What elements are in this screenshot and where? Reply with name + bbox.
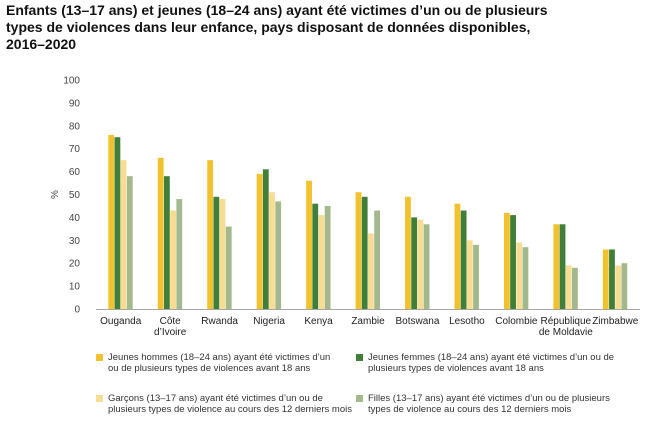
x-tick-label: Ouganda bbox=[100, 316, 142, 327]
bar-4 bbox=[324, 205, 331, 309]
bar-1 bbox=[454, 203, 461, 309]
bar-2 bbox=[411, 217, 418, 309]
chart-title-line-1: Enfants (13–17 ans) et jeunes (18–24 ans… bbox=[6, 2, 548, 18]
x-tick-label: Botswana bbox=[395, 316, 439, 327]
bar-3 bbox=[120, 160, 127, 309]
bar-1 bbox=[256, 173, 263, 309]
bar-2 bbox=[361, 196, 368, 309]
chart-title: Enfants (13–17 ans) et jeunes (18–24 ans… bbox=[6, 2, 646, 53]
bar-2 bbox=[114, 137, 121, 309]
x-tick-label: Nigeria bbox=[253, 316, 285, 327]
bar-3 bbox=[269, 192, 275, 309]
x-tick-label: Kenya bbox=[304, 316, 333, 327]
y-tick-label: 50 bbox=[69, 190, 81, 201]
bar-1 bbox=[355, 192, 362, 309]
bar-3 bbox=[615, 265, 622, 309]
bar-4 bbox=[572, 267, 578, 309]
x-tick-label: Côte bbox=[160, 316, 182, 327]
bar-3 bbox=[368, 233, 374, 309]
bar-4 bbox=[473, 244, 479, 309]
x-tick-label: Rwanda bbox=[201, 316, 238, 327]
bar-4 bbox=[176, 199, 183, 309]
bar-3 bbox=[219, 199, 226, 309]
bar-3 bbox=[417, 219, 424, 309]
y-tick-label: 90 bbox=[69, 98, 81, 109]
bar-4 bbox=[374, 210, 380, 309]
x-tick-label: Zambie bbox=[351, 316, 385, 327]
bar-1 bbox=[306, 180, 312, 309]
legend-swatch bbox=[96, 395, 103, 402]
bar-3 bbox=[170, 210, 176, 309]
bar-3 bbox=[565, 265, 572, 309]
bar-2 bbox=[510, 215, 516, 309]
bar-1 bbox=[602, 249, 609, 309]
x-tick-label: Zimbabwe bbox=[592, 316, 639, 327]
x-tick-label: République bbox=[541, 316, 592, 327]
y-tick-label: 10 bbox=[69, 282, 81, 293]
legend-label: Jeunes femmes (18–24 ans) ayant été vict… bbox=[368, 352, 615, 374]
bar-1 bbox=[553, 224, 560, 309]
chart-title-line-2: types de violences dans leur enfance, pa… bbox=[6, 19, 531, 35]
legend-label: Filles (13–17 ans) ayant été victimes d’… bbox=[368, 393, 610, 415]
bar-4 bbox=[126, 176, 133, 309]
bar-4 bbox=[225, 226, 232, 309]
bar-2 bbox=[213, 196, 220, 309]
legend-swatch bbox=[356, 395, 363, 402]
chart-title-line-3: 2016–2020 bbox=[6, 36, 77, 52]
bar-3 bbox=[516, 242, 523, 309]
bar-2 bbox=[312, 203, 319, 309]
bar-2 bbox=[609, 249, 615, 309]
bar-2 bbox=[262, 169, 269, 309]
bar-2 bbox=[559, 224, 566, 309]
bar-2 bbox=[460, 210, 467, 309]
x-tick-label: Colombie bbox=[495, 316, 538, 327]
y-tick-label: 60 bbox=[69, 167, 81, 178]
y-tick-label: 0 bbox=[74, 305, 80, 316]
bar-1 bbox=[503, 212, 510, 309]
y-tick-label: 80 bbox=[69, 121, 81, 132]
bar-4 bbox=[621, 263, 628, 309]
legend-swatch bbox=[356, 354, 363, 361]
x-tick-label: Lesotho bbox=[449, 316, 485, 327]
bar-3 bbox=[466, 240, 473, 309]
bar-1 bbox=[157, 157, 164, 309]
y-tick-label: 40 bbox=[69, 213, 81, 224]
x-tick-label: d’Ivoire bbox=[154, 327, 187, 338]
bar-1 bbox=[405, 196, 411, 309]
y-tick-label: 20 bbox=[69, 259, 81, 270]
bar-4 bbox=[275, 201, 282, 309]
y-tick-label: 70 bbox=[69, 144, 81, 155]
y-tick-label: 30 bbox=[69, 236, 81, 247]
bar-4 bbox=[423, 224, 430, 309]
bar-2 bbox=[163, 176, 170, 309]
bar-1 bbox=[207, 160, 214, 309]
bar-3 bbox=[318, 215, 325, 309]
legend-label: Garçons (13–17 ans) ayant été victimes d… bbox=[108, 393, 352, 415]
legend-swatch bbox=[96, 354, 103, 361]
y-axis-label: % bbox=[50, 190, 61, 199]
bar-1 bbox=[108, 134, 115, 309]
x-tick-label: de Moldavie bbox=[539, 327, 593, 338]
y-tick-label: 100 bbox=[63, 76, 80, 87]
legend-label: Jeunes hommes (18–24 ans) ayant été vict… bbox=[108, 352, 331, 374]
bar-4 bbox=[522, 247, 529, 309]
